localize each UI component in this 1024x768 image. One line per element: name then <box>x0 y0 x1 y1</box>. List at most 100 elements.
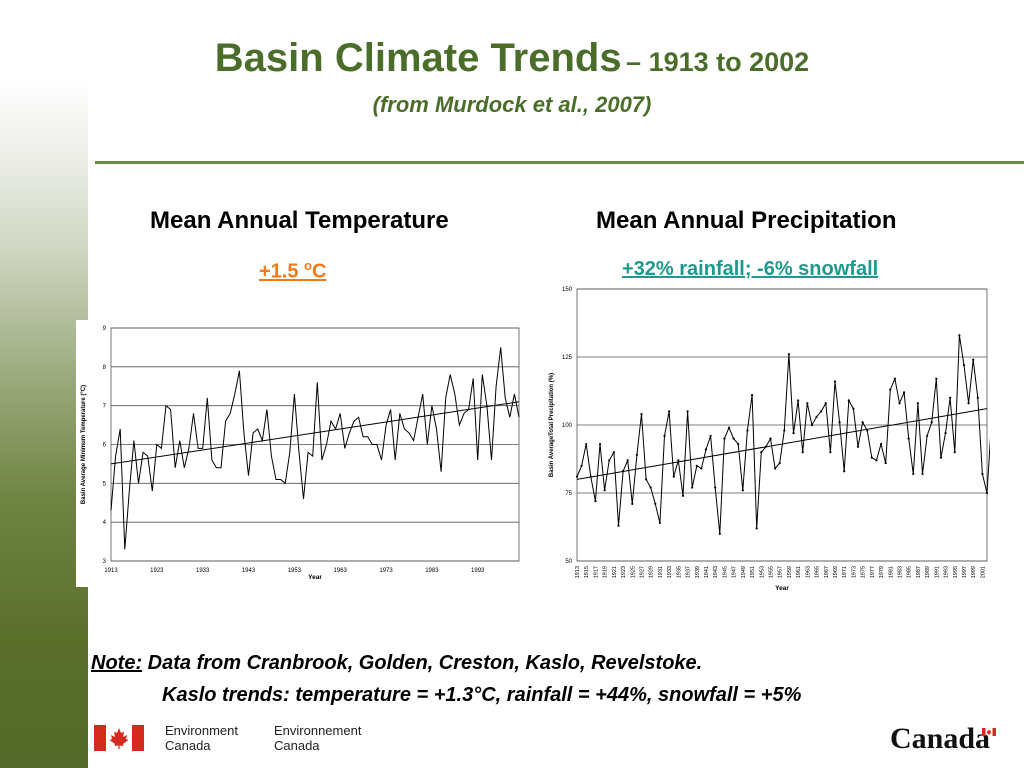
slide-subtitle: (from Murdock et al., 2007) <box>372 92 652 117</box>
prec-data-point <box>953 451 956 454</box>
prec-data-point <box>737 442 740 446</box>
prec-data-point <box>695 464 698 467</box>
temp-x-axis-label: Year <box>308 574 322 581</box>
temp-y-tick-label: 9 <box>103 326 107 332</box>
prec-data-point <box>594 500 597 503</box>
slide-title: Basin Climate Trends – 1913 to 2002 <box>0 36 1024 81</box>
prec-data-point <box>658 521 662 525</box>
prec-y-tick-label: 50 <box>565 559 572 565</box>
prec-data-point <box>575 475 579 478</box>
prec-data-point <box>681 494 685 497</box>
temp-trend-line <box>110 401 520 465</box>
temperature-chart-frame: 3 4 5 6 7 8 9 1913 1923 1933 1943 1953 1963 1973 1983 1… <box>76 320 523 587</box>
temp-y-tick-label: 5 <box>103 481 107 487</box>
prec-data-point <box>843 470 846 473</box>
temp-plot-frame <box>110 327 520 562</box>
prec-data-point <box>750 393 754 397</box>
prec-data-point <box>778 461 781 465</box>
temp-y-axis-label: Basin Average Minimum Temperature (°C) <box>81 385 87 504</box>
prec-data-point <box>912 472 915 476</box>
prec-x-tick-label: 1913 <box>575 566 581 578</box>
prec-y-tick-label: 75 <box>565 491 572 497</box>
prec-data-point <box>820 410 823 413</box>
temp-y-tick-label: 6 <box>103 443 107 449</box>
prec-x-tick-label: 1939 <box>695 566 701 578</box>
prec-y-tick-label: 150 <box>562 287 573 293</box>
note-line-2: Kaslo trends: temperature = +1.3°C, rain… <box>162 684 802 706</box>
prec-data-point <box>930 421 933 424</box>
prec-data-point <box>861 421 864 424</box>
prec-x-tick-label: 1951 <box>750 566 756 578</box>
prec-x-tick-label: 1997 <box>962 566 968 578</box>
prec-data-point <box>985 491 989 495</box>
prec-data-point <box>691 486 694 489</box>
prec-data-point <box>926 434 929 437</box>
prec-data-point <box>640 413 643 416</box>
prec-data-point <box>727 426 731 429</box>
prec-data-point <box>704 448 708 451</box>
title-range: – 1913 to 2002 <box>626 47 810 77</box>
prec-trend-line <box>576 408 988 480</box>
prec-x-tick-label: 1915 <box>584 566 590 578</box>
prec-data-point <box>741 489 744 492</box>
prec-x-tick-label: 1941 <box>704 566 710 578</box>
prec-x-tick-label: 1949 <box>741 566 747 578</box>
temperature-trend-link[interactable]: +1.5 oC <box>259 258 326 284</box>
title-divider <box>95 161 1024 164</box>
prec-data-point <box>603 489 606 492</box>
prec-x-tick-label: 1945 <box>722 566 728 578</box>
prec-data-point <box>792 432 795 435</box>
prec-data-point <box>935 377 938 380</box>
prec-data-point <box>833 380 837 383</box>
prec-data-point <box>672 475 675 478</box>
prec-x-tick-label: 1937 <box>686 566 692 578</box>
prec-data-point <box>598 442 602 446</box>
prec-data-point <box>709 434 712 437</box>
prec-x-tick-label: 1987 <box>916 566 922 578</box>
temperature-panel-title: Mean Annual Temperature <box>150 207 449 234</box>
prec-data-point <box>981 472 984 476</box>
wordmark-flag-icon <box>982 728 996 736</box>
prec-x-tick-label: 1921 <box>612 566 618 578</box>
prec-data-point <box>801 451 804 454</box>
prec-data-point <box>962 364 966 367</box>
prec-data-point <box>870 456 873 459</box>
prec-x-tick-label: 1935 <box>676 566 682 578</box>
prec-x-tick-label: 1995 <box>953 566 959 578</box>
prec-data-point <box>783 429 786 432</box>
note-stations: Data from Cranbrook, Golden, Creston, Ka… <box>142 652 703 674</box>
prec-data-point <box>635 453 638 457</box>
prec-x-tick-label: 1967 <box>824 566 830 578</box>
prec-data-point <box>645 478 648 481</box>
prec-x-tick-label: 1977 <box>870 566 876 578</box>
prec-data-point <box>815 415 818 418</box>
prec-data-point <box>879 442 883 446</box>
prec-y-tick-label: 125 <box>562 355 573 361</box>
prec-data-point <box>760 451 763 454</box>
precipitation-trend-link[interactable]: +32% rainfall; -6% snowfall <box>622 258 879 280</box>
prec-data-point <box>608 459 611 462</box>
degree-symbol: o <box>304 258 312 273</box>
temp-x-tick-label: 1963 <box>334 568 348 574</box>
prec-data-point <box>847 399 850 402</box>
prec-x-tick-label: 1943 <box>713 566 719 578</box>
prec-data-point <box>806 402 809 405</box>
canada-wordmark: Canada <box>890 722 991 755</box>
prec-data-point <box>916 402 919 405</box>
prec-data-point <box>746 429 749 432</box>
dept-en-line2: Canada <box>165 738 211 753</box>
prec-data-point <box>700 467 703 470</box>
prec-x-tick-label: 1957 <box>778 566 784 578</box>
prec-data-point <box>875 459 878 462</box>
prec-data-point <box>907 437 910 440</box>
prec-x-tick-label: 1969 <box>833 566 839 578</box>
prec-data-point <box>944 432 947 435</box>
prec-data-point <box>631 502 634 505</box>
prec-x-tick-label: 1989 <box>925 566 931 578</box>
prec-x-tick-label: 1983 <box>897 566 903 578</box>
temperature-trend-value: +1.5 <box>259 260 305 283</box>
temp-x-tick-label: 1913 <box>104 568 118 574</box>
prec-data-point <box>939 456 943 459</box>
dept-fr-line2: Canada <box>274 738 320 753</box>
